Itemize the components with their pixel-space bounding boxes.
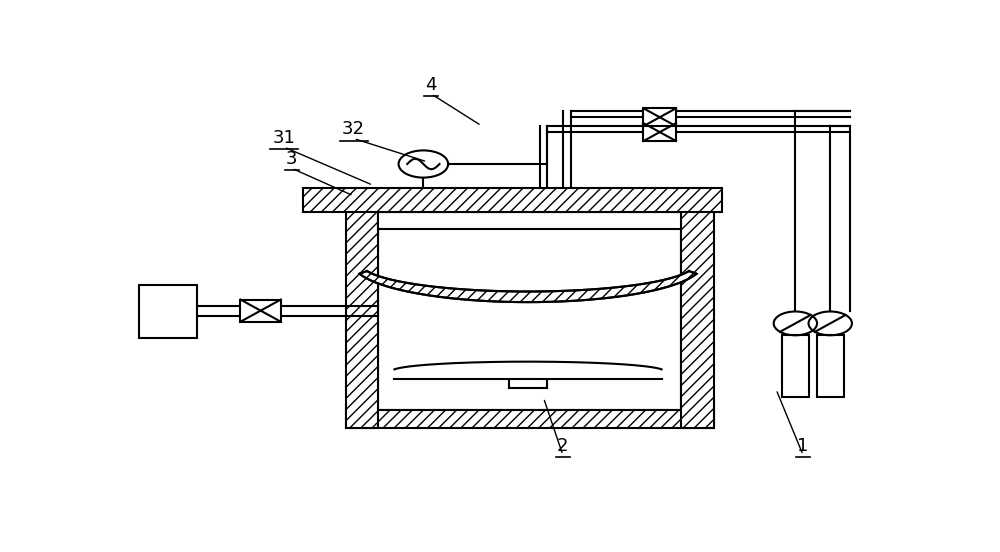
Polygon shape: [360, 271, 696, 302]
Text: 4: 4: [425, 76, 437, 94]
Text: 1: 1: [797, 437, 809, 455]
Bar: [240, 300, 281, 322]
Text: 31: 31: [272, 129, 295, 147]
Bar: [817, 335, 844, 397]
Bar: [139, 285, 197, 338]
Bar: [681, 194, 714, 427]
Bar: [643, 123, 676, 141]
Text: 32: 32: [342, 120, 365, 139]
Bar: [346, 410, 714, 427]
Text: 3: 3: [286, 150, 297, 168]
Polygon shape: [394, 362, 662, 379]
Bar: [643, 108, 676, 126]
Bar: [378, 211, 681, 229]
Bar: [378, 194, 681, 410]
Text: 2: 2: [557, 437, 569, 455]
Bar: [346, 194, 378, 427]
Bar: [782, 335, 809, 397]
Bar: [303, 188, 722, 211]
